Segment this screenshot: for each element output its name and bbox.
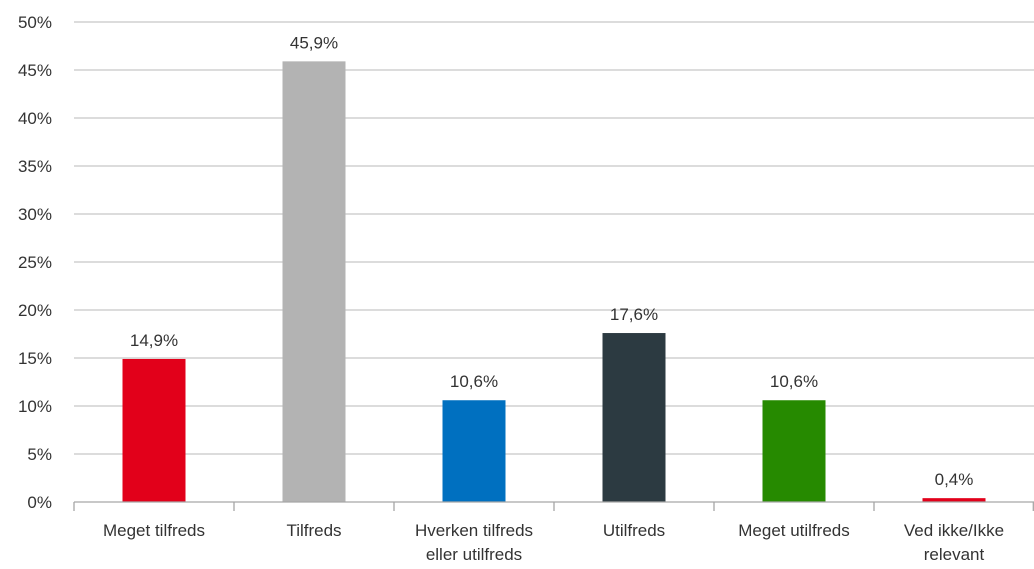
- bar: [762, 400, 826, 502]
- bar: [122, 358, 186, 502]
- bar: [602, 333, 666, 502]
- data-label: 17,6%: [610, 305, 658, 324]
- category-label: relevant: [924, 545, 985, 564]
- category-label: Meget tilfreds: [103, 521, 205, 540]
- y-tick-label: 10%: [18, 397, 52, 416]
- y-tick-label: 45%: [18, 61, 52, 80]
- data-labels: 14,9% 45,9% 10,6% 17,6% 10,6% 0,4%: [130, 33, 973, 489]
- data-label: 14,9%: [130, 331, 178, 350]
- y-tick-label: 0%: [27, 493, 52, 512]
- category-label: Tilfreds: [286, 521, 341, 540]
- bars: [122, 61, 986, 503]
- category-label: Utilfreds: [603, 521, 665, 540]
- y-tick-label: 5%: [27, 445, 52, 464]
- y-tick-label: 40%: [18, 109, 52, 128]
- bar: [282, 61, 346, 503]
- category-label: Ved ikke/Ikke: [904, 521, 1004, 540]
- y-tick-label: 25%: [18, 253, 52, 272]
- y-tick-label: 30%: [18, 205, 52, 224]
- category-label: Hverken tilfreds: [415, 521, 533, 540]
- category-label: eller utilfreds: [426, 545, 522, 564]
- data-label: 45,9%: [290, 33, 338, 52]
- bar: [442, 400, 506, 502]
- category-labels: Meget tilfreds Tilfreds Hverken tilfreds el…: [103, 521, 1004, 564]
- y-tick-label: 35%: [18, 157, 52, 176]
- bar: [922, 498, 986, 502]
- x-axis: [73, 501, 1034, 511]
- gridlines: [74, 21, 1034, 455]
- data-label: 10,6%: [450, 372, 498, 391]
- category-label: Meget utilfreds: [738, 521, 850, 540]
- data-label: 0,4%: [935, 470, 974, 489]
- y-tick-label: 50%: [18, 13, 52, 32]
- data-label: 10,6%: [770, 372, 818, 391]
- y-axis-ticks: 0% 5% 10% 15% 20% 25% 30% 35% 40% 45% 50%: [18, 13, 52, 512]
- y-tick-label: 20%: [18, 301, 52, 320]
- y-tick-label: 15%: [18, 349, 52, 368]
